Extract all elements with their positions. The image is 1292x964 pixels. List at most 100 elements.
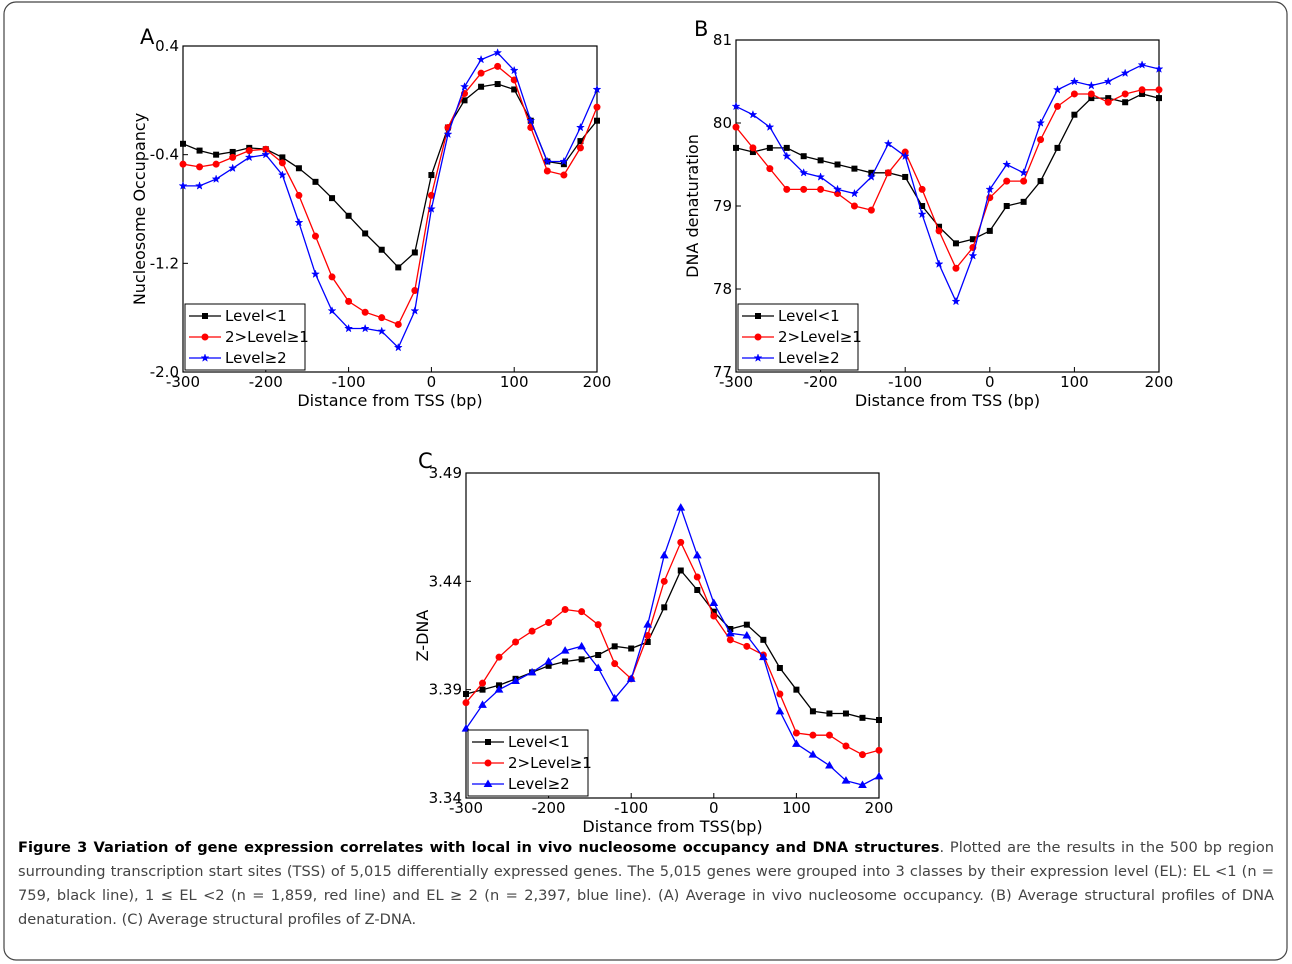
marker (792, 739, 801, 747)
x-axis-label: Distance from TSS (bp) (855, 391, 1040, 410)
marker (511, 86, 518, 93)
marker (560, 171, 568, 179)
frame (3, 1, 1288, 961)
series-line (735, 64, 1160, 304)
x-tick-label: -100 (614, 799, 648, 817)
marker (1087, 90, 1095, 98)
marker (1154, 64, 1164, 73)
marker (593, 103, 601, 111)
x-tick-label: 200 (1145, 373, 1174, 391)
marker (766, 165, 774, 173)
marker (809, 731, 817, 739)
marker (918, 185, 926, 193)
y-tick-label: -1.2 (150, 254, 179, 272)
marker (1002, 159, 1012, 169)
marker (543, 167, 551, 175)
marker (477, 69, 485, 77)
caption-title: Figure 3 Variation of gene expression co… (18, 839, 940, 856)
marker (859, 714, 866, 721)
marker (443, 129, 453, 139)
marker (494, 62, 502, 70)
marker (1020, 177, 1028, 185)
x-tick-label: -300 (719, 373, 753, 391)
marker (628, 645, 635, 652)
marker (799, 168, 809, 177)
marker (310, 269, 321, 279)
marker (832, 184, 843, 194)
x-tick-label: 200 (865, 799, 894, 817)
marker (1053, 102, 1061, 110)
marker (213, 151, 220, 158)
marker (841, 776, 851, 784)
marker (677, 567, 684, 574)
marker (884, 169, 892, 177)
marker (611, 660, 619, 668)
marker (659, 550, 669, 559)
marker (201, 333, 209, 341)
marker (858, 780, 867, 788)
marker (459, 81, 470, 91)
marker (195, 181, 205, 190)
legend-label: 2>Level≥1 (225, 328, 309, 346)
marker (211, 174, 221, 183)
marker (1138, 86, 1146, 94)
legend-label: 2>Level≥1 (508, 754, 592, 772)
marker (1070, 90, 1078, 98)
marker (279, 154, 286, 161)
series-line (465, 540, 880, 756)
x-tick-label: -100 (888, 373, 922, 391)
marker (411, 249, 418, 256)
y-tick-label: 80 (713, 114, 732, 132)
marker (610, 693, 620, 702)
marker (594, 621, 602, 629)
y-tick-label: -0.4 (150, 146, 179, 164)
marker (560, 646, 570, 654)
x-tick-label: -300 (449, 799, 483, 817)
marker (817, 157, 824, 164)
marker (411, 287, 419, 294)
marker (200, 353, 210, 362)
marker (479, 679, 487, 687)
marker (968, 251, 978, 260)
marker (1069, 76, 1079, 86)
marker (378, 246, 385, 253)
series-line (182, 65, 598, 326)
marker (742, 631, 752, 639)
marker (545, 619, 553, 626)
y-tick-label: 79 (713, 197, 732, 215)
marker (1003, 177, 1011, 185)
marker (1052, 85, 1063, 94)
plot-area (465, 472, 880, 799)
marker (461, 97, 468, 104)
panel-label: A (140, 25, 155, 49)
y-tick-label: 0.4 (155, 37, 179, 55)
marker (329, 195, 336, 202)
marker (826, 710, 833, 717)
marker (755, 313, 761, 319)
marker (202, 313, 208, 319)
marker (344, 323, 354, 333)
marker (952, 264, 960, 272)
marker (783, 185, 791, 193)
marker (180, 140, 186, 147)
series-line (182, 83, 598, 269)
marker (212, 160, 220, 168)
marker (816, 172, 826, 181)
marker (883, 138, 893, 148)
marker (1122, 99, 1129, 106)
marker (1054, 144, 1061, 151)
marker (1071, 111, 1078, 118)
marker (494, 81, 501, 88)
marker (1155, 86, 1163, 94)
legend-label: Level≥2 (225, 349, 287, 367)
x-tick-label: -100 (332, 373, 366, 391)
marker (179, 160, 187, 168)
marker (592, 84, 602, 94)
marker (985, 184, 995, 194)
marker (463, 691, 469, 697)
y-axis-label: Z-DNA (413, 610, 432, 662)
marker (1121, 90, 1129, 98)
marker (1037, 136, 1045, 144)
y-tick-label: 3.44 (429, 572, 462, 590)
marker (766, 144, 773, 151)
